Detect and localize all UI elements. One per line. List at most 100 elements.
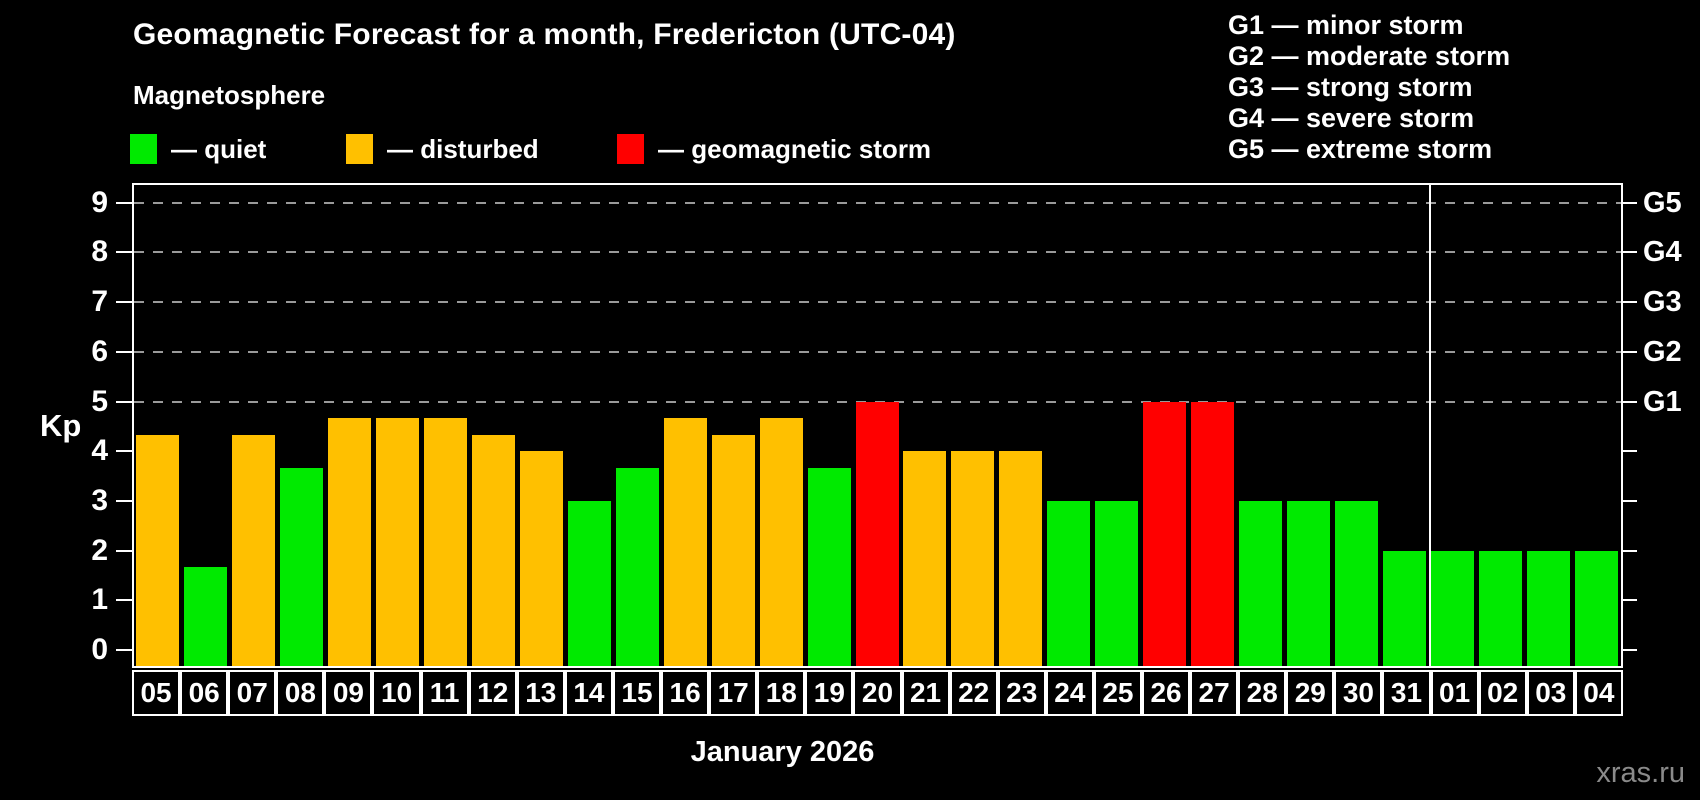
right-tick-kp1 [1621, 599, 1637, 602]
y-axis-label-5: 5 [91, 384, 108, 418]
bar-day-09 [327, 417, 371, 666]
day-label-30: 30 [1334, 670, 1383, 716]
quiet-color-swatch [130, 134, 157, 164]
bar-day-24 [1047, 500, 1091, 666]
right-axis-label-g1: G1 [1643, 385, 1682, 418]
day-label-29: 29 [1286, 670, 1335, 716]
bar-day-10 [375, 417, 419, 666]
left-tick-kp5 [116, 400, 132, 403]
right-tick-kp9 [1621, 201, 1637, 204]
bar-day-14 [567, 500, 611, 666]
day-label-26: 26 [1141, 670, 1191, 716]
right-tick-kp5 [1621, 400, 1637, 403]
kp-axis-label: Kp [40, 408, 82, 443]
g5-legend-line: G5 — extreme storm [1228, 134, 1493, 164]
day-label-31: 31 [1382, 670, 1431, 716]
day-label-13: 13 [516, 670, 565, 716]
bar-day-08 [279, 467, 323, 666]
bar-day-12 [471, 434, 515, 666]
day-label-10: 10 [372, 670, 421, 716]
day-label-20: 20 [853, 670, 902, 716]
day-label-27: 27 [1190, 670, 1239, 716]
left-tick-kp8 [116, 251, 132, 254]
right-tick-kp3 [1621, 499, 1637, 502]
day-label-16: 16 [661, 670, 710, 716]
legend-label-storm: — geomagnetic storm [658, 133, 932, 164]
chart-plot-area [132, 183, 1623, 668]
y-axis-label-3: 3 [91, 483, 108, 517]
bar-day-31 [1383, 550, 1427, 666]
right-axis-label-g2: G2 [1643, 335, 1682, 368]
day-label-03: 03 [1526, 670, 1575, 716]
right-axis-label-g4: G4 [1643, 236, 1682, 269]
day-label-02: 02 [1478, 670, 1527, 716]
bar-day-11 [423, 417, 467, 666]
y-axis-label-8: 8 [91, 235, 108, 269]
left-tick-kp3 [116, 499, 132, 502]
legend-label-quiet: — quiet [171, 133, 267, 164]
bar-day-28 [1239, 500, 1283, 666]
day-label-14: 14 [564, 670, 613, 716]
left-tick-kp0 [116, 649, 132, 651]
day-label-17: 17 [709, 670, 758, 716]
bar-day-27 [1191, 401, 1235, 666]
legend-item-quiet: — quiet [130, 134, 266, 164]
day-label-09: 09 [324, 670, 373, 716]
day-label-23: 23 [997, 670, 1046, 716]
bar-day-05 [136, 434, 179, 666]
right-axis-label-g5: G5 [1643, 186, 1682, 219]
g-scale-legend: G1 — minor storm G2 — moderate storm G3 … [1228, 10, 1510, 165]
legend-item-disturbed: — disturbed [346, 134, 539, 164]
bar-day-06 [183, 567, 227, 666]
bar-day-26 [1143, 401, 1187, 666]
left-tick-kp1 [116, 599, 132, 602]
y-axis-label-1: 1 [91, 583, 108, 617]
g4-legend-line: G4 — severe storm [1228, 103, 1475, 133]
y-axis-label-2: 2 [91, 533, 108, 567]
bar-day-04 [1575, 550, 1619, 666]
bar-day-21 [903, 451, 947, 666]
day-label-06: 06 [180, 670, 229, 716]
bar-day-03 [1527, 550, 1571, 666]
bar-day-07 [231, 434, 275, 666]
day-label-08: 08 [276, 670, 325, 716]
bar-day-15 [615, 467, 659, 666]
page-title: Geomagnetic Forecast for a month, Freder… [133, 18, 956, 51]
gridline-kp8 [134, 251, 1621, 254]
y-axis-label-4: 4 [91, 434, 108, 468]
bar-day-17 [711, 434, 755, 666]
y-axis-label-7: 7 [91, 285, 108, 319]
y-axis-label-9: 9 [91, 185, 108, 219]
right-tick-kp7 [1621, 301, 1637, 304]
left-tick-kp6 [116, 350, 132, 353]
bar-day-20 [855, 401, 899, 666]
disturbed-color-swatch [346, 134, 373, 164]
day-label-11: 11 [420, 670, 469, 716]
day-label-05: 05 [132, 670, 181, 716]
left-tick-kp2 [116, 549, 132, 552]
bar-day-30 [1335, 500, 1379, 666]
bar-day-19 [807, 467, 851, 666]
bar-day-01 [1431, 550, 1475, 666]
left-tick-kp9 [116, 201, 132, 204]
bar-day-18 [759, 417, 803, 666]
day-label-22: 22 [949, 670, 998, 716]
legend-label-disturbed: — disturbed [387, 133, 539, 164]
y-axis-label-0: 0 [91, 633, 108, 666]
g2-legend-line: G2 — moderate storm [1228, 41, 1511, 71]
gridline-kp7 [134, 301, 1621, 304]
day-label-18: 18 [757, 670, 806, 716]
bar-day-13 [519, 451, 563, 666]
magnetosphere-subtitle: Magnetosphere [133, 80, 326, 110]
x-axis-month-label: January 2026 [690, 736, 875, 768]
storm-color-swatch [617, 134, 644, 164]
left-tick-kp7 [116, 301, 132, 304]
day-label-07: 07 [228, 670, 277, 716]
y-axis-label-6: 6 [91, 334, 108, 368]
month-divider-line [1429, 185, 1432, 666]
g3-legend-line: G3 — strong storm [1228, 72, 1473, 102]
day-label-24: 24 [1045, 670, 1094, 716]
gridline-kp9 [134, 201, 1621, 204]
bar-day-16 [663, 417, 707, 666]
